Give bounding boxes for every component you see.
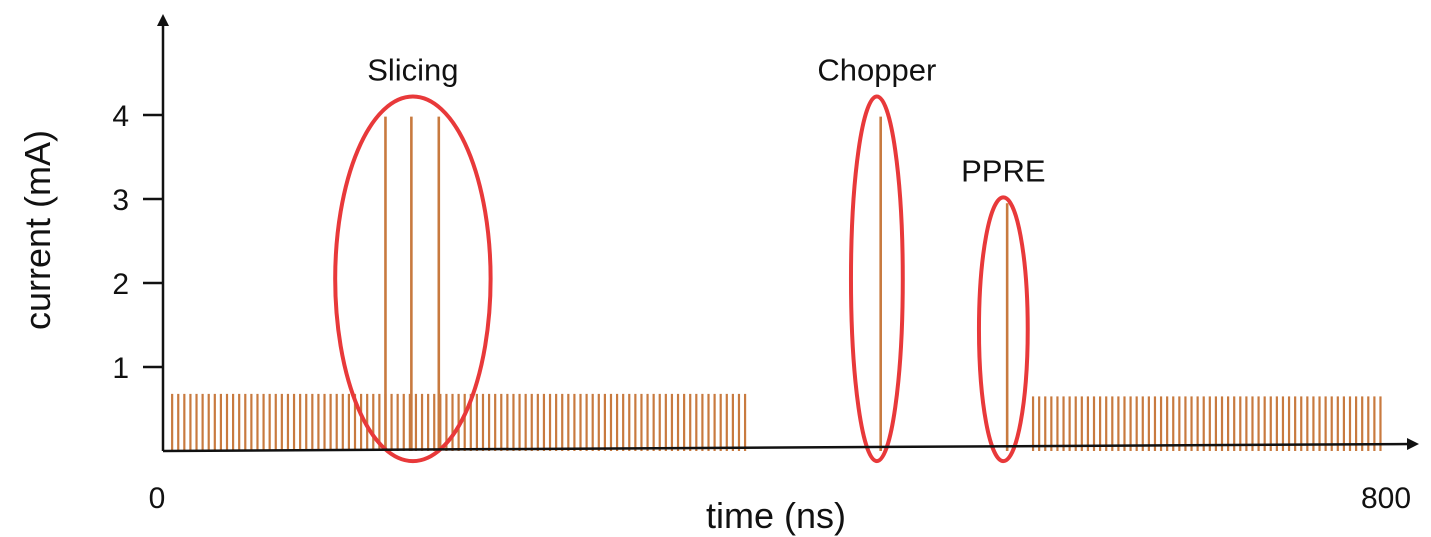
ppre-annotation-label: PPRE bbox=[961, 153, 1045, 188]
x-axis-label: time (ns) bbox=[706, 495, 846, 536]
y-tick-group: 1 2 3 4 bbox=[112, 100, 163, 385]
x-axis bbox=[162, 438, 1419, 453]
x-tick-label-end: 800 bbox=[1361, 482, 1411, 515]
pulse-group bbox=[171, 116, 1382, 451]
y-axis-label: current (mA) bbox=[17, 130, 58, 330]
ppre-highlight-ellipse bbox=[976, 195, 1030, 464]
chopper-annotation-label: Chopper bbox=[817, 53, 936, 88]
y-tick-label: 2 bbox=[112, 268, 129, 301]
y-tick-label: 4 bbox=[112, 100, 129, 133]
x-tick-label-start: 0 bbox=[149, 482, 166, 515]
y-tick-label: 3 bbox=[112, 184, 129, 217]
slicing-highlight-ellipse bbox=[333, 94, 493, 464]
slicing-annotation-label: Slicing bbox=[367, 53, 458, 88]
y-tick-label: 1 bbox=[112, 352, 129, 385]
annotation-group: Slicing Chopper PPRE bbox=[333, 53, 1046, 464]
chopper-highlight-ellipse bbox=[848, 94, 905, 464]
